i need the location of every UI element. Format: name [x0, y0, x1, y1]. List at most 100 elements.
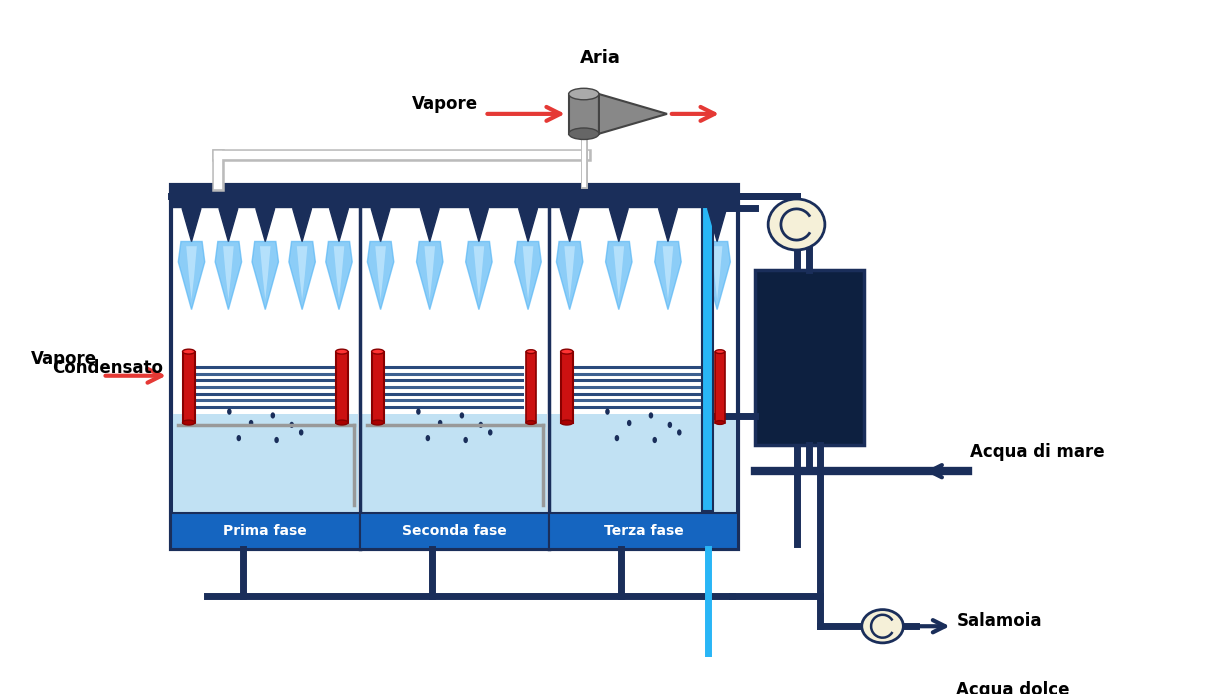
Polygon shape — [186, 246, 197, 299]
Bar — [755, 270, 863, 445]
Text: Seconda fase: Seconda fase — [402, 524, 506, 538]
Polygon shape — [712, 246, 722, 299]
Bar — [336, 352, 348, 423]
Polygon shape — [609, 208, 628, 242]
Bar — [371, 352, 384, 423]
Polygon shape — [707, 208, 727, 242]
Polygon shape — [655, 242, 682, 310]
Polygon shape — [466, 242, 492, 310]
Ellipse shape — [289, 422, 294, 428]
Ellipse shape — [183, 420, 195, 425]
Bar — [560, 352, 573, 423]
Polygon shape — [368, 242, 394, 310]
Ellipse shape — [416, 409, 421, 415]
Bar — [173, 414, 358, 513]
Polygon shape — [557, 242, 582, 310]
Polygon shape — [293, 208, 311, 242]
Ellipse shape — [183, 349, 195, 354]
Polygon shape — [522, 246, 533, 299]
Bar — [549, 513, 738, 549]
Polygon shape — [330, 208, 348, 242]
Polygon shape — [375, 246, 386, 299]
Polygon shape — [256, 208, 275, 242]
Polygon shape — [417, 242, 443, 310]
Polygon shape — [470, 208, 488, 242]
Bar — [170, 185, 738, 208]
Polygon shape — [178, 242, 205, 310]
Ellipse shape — [652, 437, 657, 443]
Ellipse shape — [526, 421, 536, 425]
Ellipse shape — [371, 420, 384, 425]
Polygon shape — [613, 246, 624, 299]
Ellipse shape — [460, 412, 465, 418]
Polygon shape — [297, 246, 308, 299]
Ellipse shape — [526, 350, 536, 353]
Polygon shape — [223, 246, 234, 299]
Polygon shape — [704, 242, 731, 310]
Ellipse shape — [249, 420, 254, 426]
Text: Salamoia: Salamoia — [956, 611, 1042, 629]
Ellipse shape — [336, 420, 348, 425]
Polygon shape — [658, 208, 678, 242]
Ellipse shape — [560, 349, 573, 354]
Text: Prima fase: Prima fase — [223, 524, 308, 538]
Bar — [550, 414, 736, 513]
Polygon shape — [600, 94, 667, 134]
Bar — [359, 513, 549, 549]
Ellipse shape — [560, 420, 573, 425]
Bar — [702, 208, 712, 511]
Polygon shape — [260, 246, 271, 299]
Text: Vapore: Vapore — [412, 96, 478, 113]
Text: Acqua dolce: Acqua dolce — [956, 681, 1070, 694]
Polygon shape — [564, 246, 575, 299]
Ellipse shape — [626, 420, 631, 426]
Polygon shape — [515, 242, 542, 310]
Polygon shape — [219, 208, 238, 242]
Ellipse shape — [649, 412, 653, 418]
Polygon shape — [371, 208, 390, 242]
Ellipse shape — [478, 422, 483, 428]
Ellipse shape — [569, 128, 600, 139]
Ellipse shape — [668, 422, 672, 428]
Bar — [183, 352, 195, 423]
Ellipse shape — [463, 437, 468, 443]
Polygon shape — [519, 208, 537, 242]
Polygon shape — [326, 242, 352, 310]
Ellipse shape — [606, 409, 609, 415]
Polygon shape — [253, 242, 278, 310]
Polygon shape — [183, 208, 201, 242]
Ellipse shape — [862, 679, 904, 694]
Ellipse shape — [715, 350, 725, 353]
Polygon shape — [560, 208, 579, 242]
Ellipse shape — [227, 409, 232, 415]
Polygon shape — [289, 242, 315, 310]
Polygon shape — [421, 208, 439, 242]
Ellipse shape — [488, 430, 493, 436]
Ellipse shape — [371, 349, 384, 354]
Ellipse shape — [237, 435, 242, 441]
Ellipse shape — [862, 609, 904, 643]
Ellipse shape — [677, 430, 682, 436]
Ellipse shape — [275, 437, 278, 443]
Ellipse shape — [569, 88, 600, 100]
Bar — [170, 185, 738, 549]
Ellipse shape — [425, 435, 430, 441]
Text: Vapore: Vapore — [31, 350, 97, 368]
Bar — [715, 352, 725, 423]
Ellipse shape — [769, 199, 825, 250]
Polygon shape — [606, 242, 633, 310]
Bar — [526, 352, 536, 423]
Ellipse shape — [614, 435, 619, 441]
Ellipse shape — [299, 430, 304, 436]
Text: Acqua di mare: Acqua di mare — [970, 443, 1105, 462]
Text: Condensato: Condensato — [53, 359, 163, 377]
Polygon shape — [663, 246, 673, 299]
Polygon shape — [473, 246, 484, 299]
Bar — [569, 94, 600, 134]
Text: Terza fase: Terza fase — [603, 524, 683, 538]
Polygon shape — [215, 242, 242, 310]
Ellipse shape — [271, 412, 275, 418]
Polygon shape — [333, 246, 345, 299]
Ellipse shape — [715, 421, 725, 425]
Bar — [170, 513, 359, 549]
